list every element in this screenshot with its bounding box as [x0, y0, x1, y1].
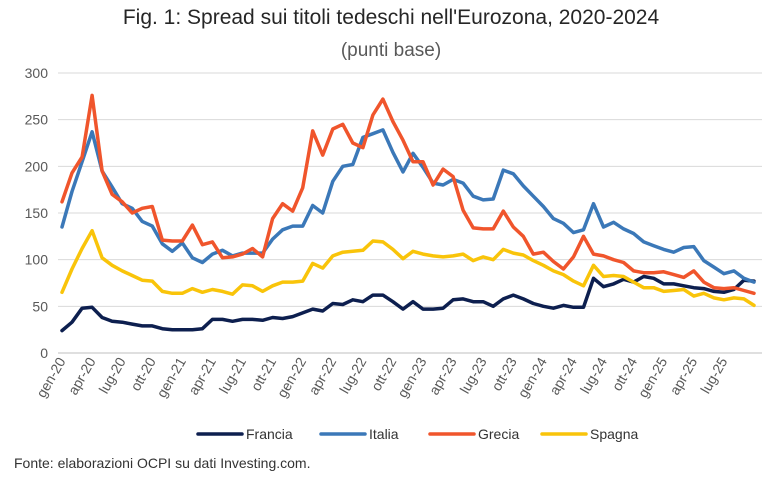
series-line-spagna [60, 228, 756, 308]
legend-label-grecia: Grecia [478, 426, 519, 442]
y-tick-label: 250 [25, 112, 49, 128]
series-group [60, 93, 756, 333]
chart-title: Fig. 1: Spread sui titoli tedeschi nell'… [122, 6, 660, 29]
x-tick-label: gen-23 [394, 354, 430, 400]
x-tick-label: apr-22 [305, 354, 339, 397]
legend: Francia Italia Grecia Spagna [196, 426, 638, 442]
x-tick-label: apr-20 [65, 354, 99, 397]
gridlines [58, 72, 762, 307]
y-tick-label: 0 [40, 345, 48, 361]
x-tick-label: apr-24 [546, 354, 580, 397]
x-tick-label: gen-21 [153, 354, 189, 400]
x-tick-label: ott-24 [608, 354, 640, 393]
x-tick-label: ott-22 [368, 354, 400, 393]
y-axis: 0 50 100 150 200 250 300 [25, 65, 49, 361]
x-tick-label: lug-20 [95, 354, 128, 396]
y-tick-label: 200 [25, 158, 49, 174]
series-line-grecia [60, 93, 756, 296]
x-tick-label: lug-24 [577, 354, 610, 396]
y-tick-label: 50 [32, 298, 48, 314]
x-tick-label: lug-25 [697, 354, 730, 396]
y-tick-label: 300 [25, 65, 49, 81]
legend-label-francia: Francia [246, 426, 293, 442]
y-tick-label: 150 [25, 205, 49, 221]
x-tick-label: lug-23 [456, 354, 489, 396]
x-tick-label: ott-21 [247, 354, 279, 393]
legend-label-italia: Italia [369, 426, 399, 442]
source-note: Fonte: elaborazioni OCPI su dati Investi… [14, 455, 311, 471]
x-tick-label: apr-23 [426, 354, 460, 397]
x-tick-label: apr-25 [666, 354, 700, 397]
series-line-francia [60, 274, 756, 333]
x-tick-label: lug-21 [216, 354, 249, 396]
x-tick-label: lug-22 [336, 354, 369, 396]
legend-label-spagna: Spagna [590, 426, 638, 442]
x-tick-label: ott-23 [488, 354, 520, 393]
series-line-italia [60, 128, 756, 284]
x-tick-label: gen-22 [274, 354, 310, 400]
chart-subtitle: (punti base) [340, 40, 442, 61]
x-tick-label: ott-20 [127, 354, 159, 393]
y-tick-label: 100 [25, 252, 49, 268]
x-tick-label: apr-21 [185, 354, 219, 397]
x-axis: gen-20apr-20lug-20ott-20gen-21apr-21lug-… [33, 354, 731, 400]
x-tick-label: gen-24 [514, 354, 550, 400]
x-tick-label: gen-25 [635, 354, 671, 400]
x-tick-label: gen-20 [33, 354, 69, 400]
